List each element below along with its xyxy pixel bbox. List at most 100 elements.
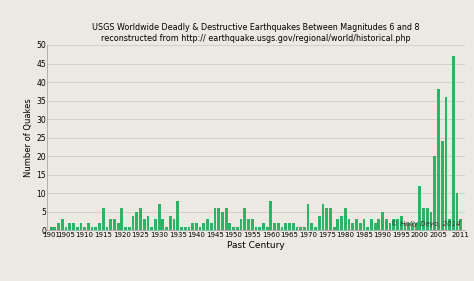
Bar (232, 227, 235, 230)
Bar (445, 97, 447, 230)
Bar (165, 227, 168, 230)
Bar (437, 89, 440, 230)
Bar (158, 205, 161, 230)
Bar (169, 216, 172, 230)
Bar (426, 208, 428, 230)
Bar (195, 223, 198, 230)
Bar (228, 223, 231, 230)
Bar (310, 223, 313, 230)
Bar (456, 193, 458, 230)
Bar (295, 227, 298, 230)
Bar (136, 212, 138, 230)
Bar (284, 223, 287, 230)
Bar (154, 219, 157, 230)
Bar (355, 219, 358, 230)
Bar (370, 219, 373, 230)
Bar (433, 156, 436, 230)
Bar (210, 223, 213, 230)
Bar (407, 223, 410, 230)
Bar (91, 227, 93, 230)
Bar (109, 219, 112, 230)
Bar (217, 208, 220, 230)
Bar (247, 219, 250, 230)
Bar (184, 227, 187, 230)
Bar (366, 227, 369, 230)
Bar (83, 227, 86, 230)
Bar (117, 223, 119, 230)
Bar (389, 223, 392, 230)
Bar (128, 227, 131, 230)
Bar (429, 212, 432, 230)
Bar (243, 208, 246, 230)
Bar (225, 208, 228, 230)
Bar (64, 227, 67, 230)
Bar (72, 223, 75, 230)
Bar (98, 223, 101, 230)
Bar (344, 208, 347, 230)
Bar (377, 219, 380, 230)
Bar (266, 227, 269, 230)
Bar (288, 223, 291, 230)
Bar (374, 223, 376, 230)
Bar (139, 208, 142, 230)
Bar (68, 223, 71, 230)
Bar (385, 219, 388, 230)
Bar (325, 208, 328, 230)
Text: © Holly Deyo, 2014: © Holly Deyo, 2014 (391, 220, 460, 227)
X-axis label: Past Century: Past Century (227, 241, 285, 250)
Bar (452, 56, 455, 230)
Bar (381, 212, 384, 230)
Bar (132, 216, 135, 230)
Y-axis label: Number of Quakes: Number of Quakes (25, 98, 34, 177)
Bar (176, 201, 179, 230)
Bar (173, 219, 175, 230)
Bar (251, 219, 254, 230)
Bar (363, 219, 365, 230)
Bar (162, 219, 164, 230)
Bar (80, 223, 82, 230)
Bar (303, 227, 306, 230)
Bar (221, 212, 224, 230)
Bar (236, 227, 239, 230)
Bar (255, 227, 257, 230)
Bar (206, 219, 209, 230)
Bar (448, 219, 451, 230)
Bar (340, 216, 343, 230)
Bar (337, 219, 339, 230)
Bar (273, 223, 276, 230)
Bar (102, 208, 105, 230)
Bar (120, 208, 123, 230)
Bar (459, 219, 462, 230)
Bar (258, 227, 261, 230)
Bar (403, 223, 406, 230)
Bar (415, 223, 418, 230)
Bar (214, 208, 217, 230)
Bar (392, 219, 395, 230)
Bar (269, 201, 272, 230)
Bar (359, 223, 362, 230)
Bar (347, 219, 350, 230)
Bar (299, 227, 302, 230)
Bar (202, 223, 205, 230)
Bar (329, 208, 332, 230)
Bar (199, 227, 201, 230)
Bar (396, 219, 399, 230)
Bar (262, 223, 265, 230)
Bar (281, 227, 283, 230)
Bar (94, 227, 97, 230)
Bar (411, 223, 414, 230)
Bar (188, 227, 191, 230)
Bar (57, 223, 60, 230)
Bar (422, 208, 425, 230)
Bar (419, 186, 421, 230)
Bar (191, 223, 194, 230)
Bar (150, 227, 153, 230)
Bar (307, 205, 310, 230)
Bar (292, 223, 295, 230)
Bar (333, 227, 336, 230)
Bar (54, 227, 56, 230)
Bar (87, 223, 90, 230)
Bar (124, 227, 127, 230)
Bar (318, 216, 321, 230)
Bar (146, 216, 149, 230)
